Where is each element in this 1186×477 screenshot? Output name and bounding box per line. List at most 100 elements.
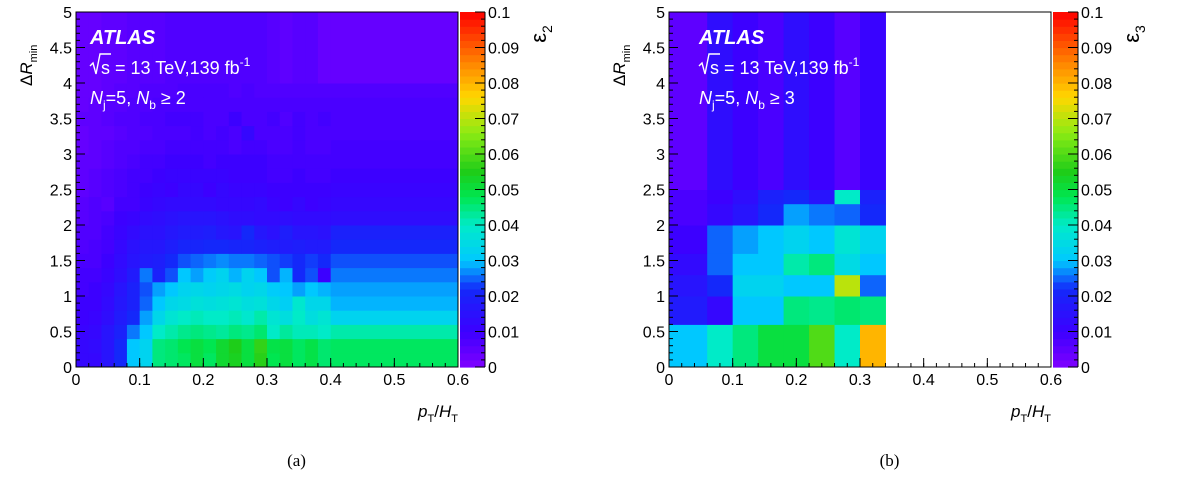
heatmap-cell (305, 296, 319, 311)
heatmap-cell (267, 97, 281, 112)
heatmap-cell (165, 12, 179, 84)
heatmap-cell (860, 253, 886, 276)
heatmap-cell (126, 154, 141, 169)
z-tick-label: 0.07 (488, 112, 519, 129)
heatmap-cell (126, 253, 141, 269)
heatmap-cell (330, 296, 459, 311)
heatmap-cell (707, 203, 734, 226)
heatmap-cell (732, 324, 759, 368)
heatmap-cell (279, 267, 293, 283)
z-tick-label: 0.02 (488, 289, 519, 306)
heatmap-cell (88, 168, 102, 183)
heatmap-cell (292, 253, 306, 269)
heatmap-cell (101, 296, 115, 311)
color-scale-segment (1053, 97, 1078, 105)
heatmap-cell (758, 324, 785, 368)
color-scale-segment (460, 246, 485, 254)
heatmap-cell (732, 203, 759, 226)
heatmap-cell (241, 111, 255, 127)
color-scale-segment (460, 104, 485, 112)
color-scale-segment (1053, 324, 1078, 333)
color-scale-segment (460, 146, 485, 155)
heatmap-cell (139, 352, 153, 368)
heatmap-cell (76, 196, 90, 212)
heatmap-cell (241, 97, 255, 112)
heatmap-cell (101, 210, 115, 226)
z-tick-label: 0.01 (488, 325, 519, 342)
heatmap-cell (305, 310, 319, 325)
heatmap-cell (809, 225, 836, 254)
y-tick-label: 3.5 (643, 112, 665, 129)
color-scale-segment (460, 317, 485, 325)
heatmap-cell (101, 168, 115, 183)
atlas-label: ATLAS (89, 27, 156, 49)
heatmap-cell (203, 97, 217, 112)
heatmap-cell (203, 196, 217, 212)
heatmap-cell (305, 111, 319, 127)
heatmap-cell (177, 352, 192, 368)
heatmap-cell (177, 97, 192, 112)
color-scale-segment (1053, 253, 1078, 262)
color-scale-segment (1053, 281, 1078, 290)
heatmap-cell (126, 324, 141, 340)
heatmap-cell (317, 125, 332, 141)
color-scale-segment (1053, 132, 1078, 141)
heatmap-cell (114, 267, 128, 283)
heatmap-cell (203, 83, 217, 98)
heatmap-cell (190, 281, 204, 297)
heatmap-cell (139, 225, 153, 240)
heatmap-cell (101, 111, 115, 127)
heatmap-cell (126, 296, 141, 311)
heatmap-cell (317, 139, 332, 155)
heatmap-cell (228, 139, 243, 155)
heatmap-cell (279, 225, 293, 240)
color-scale-segment (1053, 310, 1078, 318)
heatmap-cell (330, 281, 459, 297)
heatmap-cell (267, 12, 281, 84)
heatmap-cell (216, 83, 230, 98)
y-tick-label: 4.5 (643, 41, 665, 58)
heatmap-cell (177, 111, 192, 127)
x-tick-label: 0 (665, 372, 674, 389)
y-tick-label: 0.5 (50, 325, 72, 342)
heatmap-cell (330, 267, 459, 283)
z-tick-label: 0 (488, 360, 497, 377)
heatmap-cell (228, 154, 243, 169)
color-scale-segment (1053, 12, 1078, 20)
heatmap-cell (254, 83, 268, 98)
heatmap-cell (152, 253, 166, 269)
heatmap-chart-b: 0 0.1 0.2 0.3 0.4 0.5 0.6 0 0.5 1 1.5 2 2.5 3 3.5 4 4.5… (610, 5, 1148, 425)
heatmap-cell (254, 154, 268, 169)
heatmap-cell (292, 168, 306, 183)
heatmap-cell (809, 324, 836, 368)
color-scale-segment (1053, 40, 1078, 49)
heatmap-cell (834, 225, 861, 254)
heatmap-cell (203, 168, 217, 183)
heatmap-cell (279, 239, 293, 254)
heatmap-cell (809, 189, 836, 205)
heatmap-cell (139, 253, 153, 269)
x-axis-title: pT/HT (417, 402, 458, 425)
heatmap-cell (279, 338, 293, 354)
heatmap-cell (152, 281, 166, 297)
heatmap-cell (114, 253, 128, 269)
heatmap-cell (190, 352, 204, 368)
heatmap-cell (88, 154, 102, 169)
heatmap-cell (177, 310, 192, 325)
color-scale-segment (1053, 68, 1078, 77)
heatmap-cell (809, 203, 836, 226)
color-scale-segment (1053, 359, 1078, 368)
heatmap-cell (152, 296, 166, 311)
color-scale-segment (460, 97, 485, 105)
heatmap-cell (114, 210, 128, 226)
heatmap-cell (279, 97, 293, 112)
heatmap-cell (669, 253, 708, 276)
heatmap-cell (228, 125, 243, 141)
heatmap-cell (292, 210, 306, 226)
heatmap-cell (292, 83, 306, 98)
color-scale-segment (460, 253, 485, 262)
heatmap-cell (669, 203, 708, 226)
heatmap-cell (783, 203, 810, 226)
color-scale-segment (460, 345, 485, 354)
heatmap-cell (88, 324, 102, 340)
